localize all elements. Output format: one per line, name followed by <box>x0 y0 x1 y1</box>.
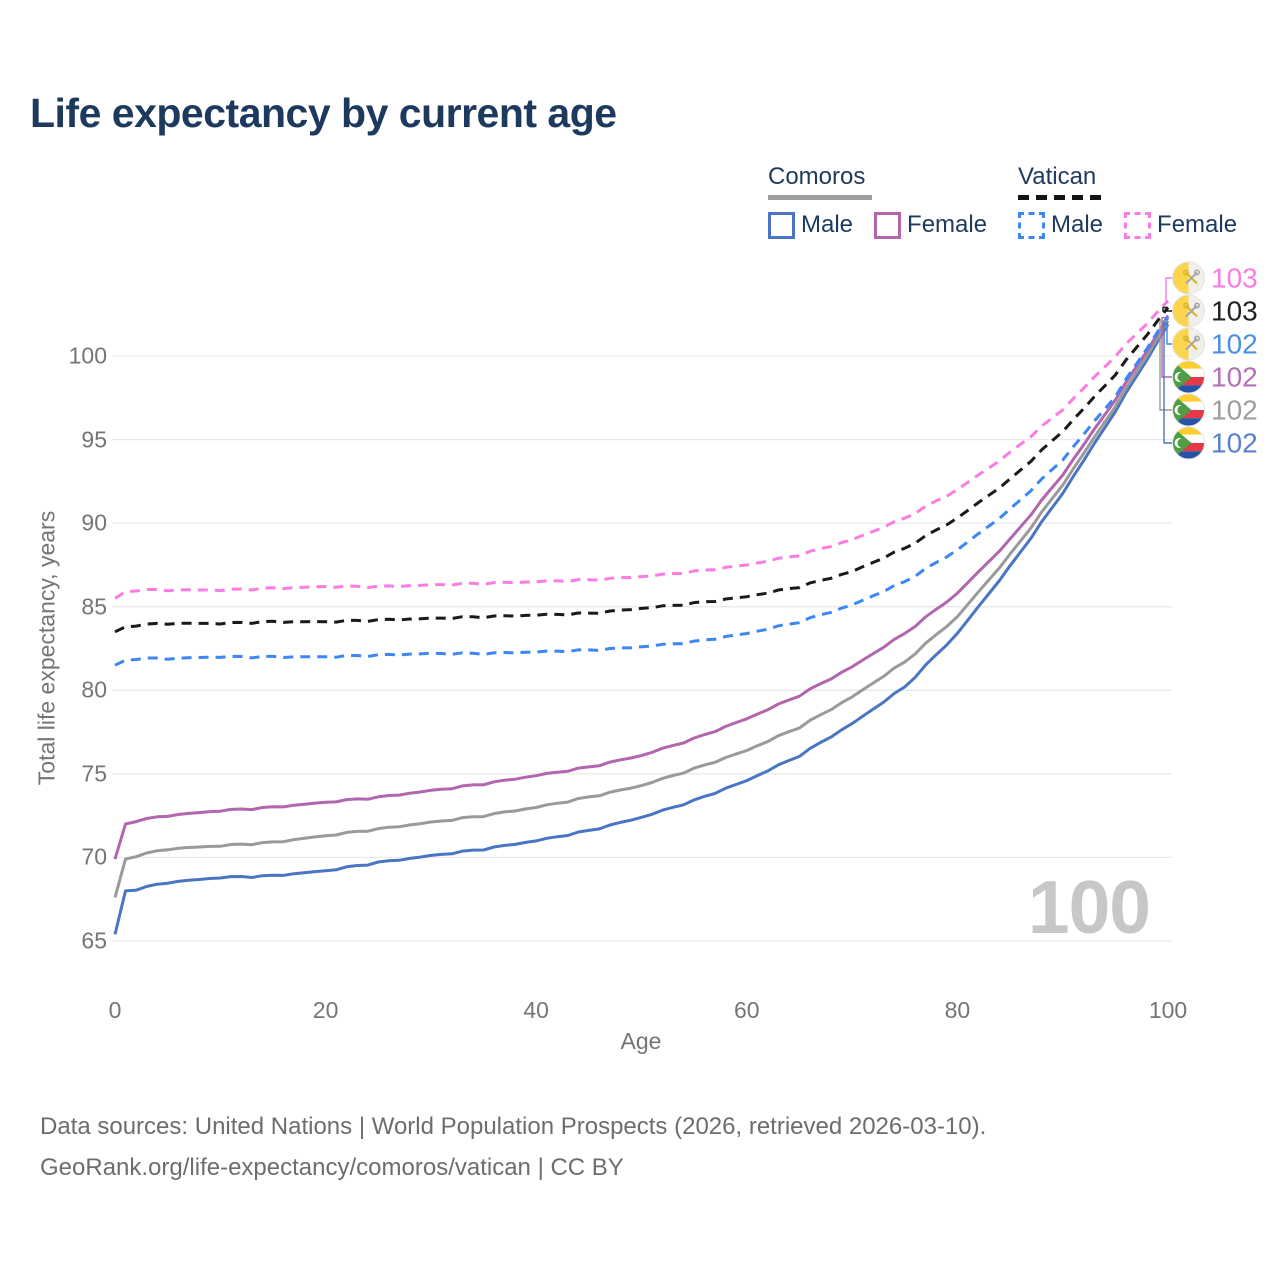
legend-swatch-comoros-female[interactable] <box>874 211 902 239</box>
end-label-row-vatican_female[interactable]: 103 <box>1172 261 1258 295</box>
footer-attribution: GeoRank.org/life-expectancy/comoros/vati… <box>40 1154 624 1181</box>
x-axis-title: Age <box>620 1028 662 1054</box>
end-label-row-vatican_both[interactable]: 103 <box>1172 294 1258 328</box>
leader-line-comoros_female <box>1161 316 1174 378</box>
series-line-comoros_male[interactable] <box>113 323 1170 935</box>
end-value-label: 102 <box>1211 394 1258 425</box>
end-value-label: 102 <box>1211 328 1258 359</box>
x-tick-label-80: 80 <box>944 997 971 1023</box>
legend-group-comoros: Comoros Male Female <box>768 163 1008 239</box>
end-value-label: 102 <box>1211 361 1258 392</box>
end-label-row-vatican_male[interactable]: 102 <box>1172 327 1258 361</box>
end-value-label: 103 <box>1211 295 1258 326</box>
series-line-vatican_female[interactable] <box>114 299 1170 600</box>
legend-underline-vatican <box>1018 195 1106 200</box>
footer: Data sources: United Nations | World Pop… <box>40 1106 986 1188</box>
y-tick-label-75: 75 <box>81 760 107 787</box>
leader-line-vatican_both <box>1162 306 1174 312</box>
y-tick-label-85: 85 <box>81 593 107 620</box>
end-label-row-comoros_both[interactable]: 102 <box>1172 393 1258 427</box>
legend-header-vatican[interactable]: Vatican <box>1018 163 1097 190</box>
y-tick-label-100: 100 <box>68 342 107 369</box>
end-value-label: 102 <box>1211 427 1258 458</box>
x-tick-label-60: 60 <box>734 997 760 1023</box>
leader-line-comoros_both <box>1159 320 1174 411</box>
vatican-flag-icon <box>1172 327 1205 361</box>
x-tick-label-40: 40 <box>523 997 549 1023</box>
leader-line-vatican_female <box>1165 277 1174 302</box>
series-line-comoros_both[interactable] <box>113 320 1170 898</box>
legend-label-vatican-female[interactable]: Female <box>1157 211 1238 238</box>
y-tick-label-80: 80 <box>81 676 107 703</box>
legend-label-vatican-male[interactable]: Male <box>1051 211 1104 238</box>
watermark-age: 100 <box>1027 865 1151 949</box>
series-line-vatican_both[interactable] <box>114 306 1170 634</box>
page-title: Life expectancy by current age <box>30 90 617 136</box>
x-tick-label-0: 0 <box>108 997 122 1023</box>
y-axis-title: Total life expectancy, years <box>33 510 60 786</box>
end-value-label: 103 <box>1211 262 1258 293</box>
series-line-vatican_male[interactable] <box>114 315 1170 667</box>
legend-underline-comoros <box>768 195 872 200</box>
legend-swatch-vatican-male[interactable] <box>1018 211 1045 239</box>
footer-data-sources: Data sources: United Nations | World Pop… <box>40 1113 987 1140</box>
x-tick-label-100: 100 <box>1148 997 1188 1023</box>
legend-group-vatican: Vatican Male Female <box>1018 163 1258 239</box>
legend-swatch-vatican-female[interactable] <box>1124 211 1152 239</box>
leader-line-vatican_male <box>1166 315 1174 345</box>
legend-header-comoros[interactable]: Comoros <box>768 163 866 190</box>
y-tick-label-70: 70 <box>81 843 107 870</box>
vatican-flag-icon <box>1172 261 1205 295</box>
legend-label-comoros-female[interactable]: Female <box>907 211 988 238</box>
y-tick-label-95: 95 <box>81 426 107 453</box>
end-label-row-comoros_female[interactable]: 102 <box>1172 360 1258 394</box>
comoros-flag-icon <box>1172 360 1205 394</box>
vatican-flag-icon <box>1172 294 1205 328</box>
comoros-flag-icon <box>1172 393 1205 427</box>
comoros-flag-icon <box>1172 426 1205 460</box>
y-tick-label-90: 90 <box>81 509 107 536</box>
legend-label-comoros-male[interactable]: Male <box>801 211 854 238</box>
x-tick-label-20: 20 <box>312 997 339 1023</box>
leader-line-comoros_male <box>1163 323 1174 444</box>
y-tick-label-65: 65 <box>81 927 107 954</box>
legend-swatch-comoros-male[interactable] <box>768 211 795 239</box>
series-line-comoros_female[interactable] <box>113 316 1170 860</box>
end-label-row-comoros_male[interactable]: 102 <box>1172 426 1258 460</box>
